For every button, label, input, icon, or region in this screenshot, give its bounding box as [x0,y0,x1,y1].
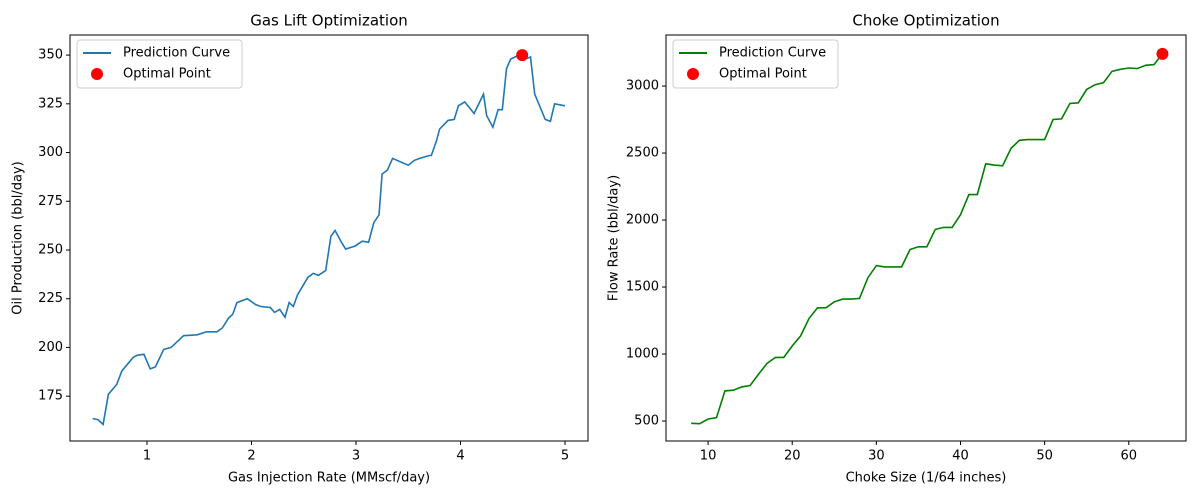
prediction-curve [691,53,1164,425]
x-tick-label: 4 [456,449,464,464]
legend-label: Prediction Curve [123,46,230,61]
legend-label: Optimal Point [123,67,211,82]
y-tick-label: 2000 [626,213,659,228]
x-axis-label: Choke Size (1/64 inches) [846,471,1007,486]
legend: Prediction Curve Optimal Point [76,39,243,89]
x-tick-label: 1 [143,449,151,464]
x-tick-label: 20 [784,449,801,464]
legend-swatch [687,68,699,80]
y-tick-label: 225 [38,291,63,306]
x-tick-label: 60 [1121,449,1138,464]
x-tick-label: 50 [1036,449,1053,464]
legend: Prediction Curve Optimal Point [672,39,839,89]
legend-label: Optimal Point [719,67,807,82]
plot-area [691,47,1169,425]
y-tick-label: 325 [38,96,63,111]
y-axis-label: Oil Production (bbl/day) [11,161,26,314]
optimal-point [516,49,529,62]
plot-area [92,49,566,426]
chart-title: Gas Lift Optimization [250,12,408,30]
legend-swatch [91,68,103,80]
prediction-curve [92,54,566,426]
x-tick-label: 3 [352,449,360,464]
y-tick-label: 500 [634,414,659,429]
y-tick-label: 2500 [626,146,659,161]
y-tick-label: 300 [38,145,63,160]
y-tick-label: 1500 [626,280,659,295]
y-tick-label: 200 [38,340,63,355]
x-tick-label: 40 [952,449,969,464]
y-tick-label: 1000 [626,347,659,362]
axes-frame [69,34,589,442]
legend-box [672,39,839,89]
axes-frame [665,34,1187,442]
optimal-point [1156,47,1169,60]
chart-title: Choke Optimization [852,12,999,30]
y-tick-label: 275 [38,194,63,209]
y-axis-label: Flow Rate (bbl/day) [607,175,622,301]
legend-label: Prediction Curve [719,46,826,61]
x-tick-label: 2 [247,449,255,464]
x-tick-label: 30 [868,449,885,464]
subplot: Choke Optimization Choke Size (1/64 inche… [607,12,1187,486]
legend-box [76,39,243,89]
x-axis-label: Gas Injection Rate (MMscf/day) [228,471,430,486]
x-tick-label: 10 [700,449,717,464]
subplot: Gas Lift Optimization Gas Injection Rate … [11,12,589,486]
x-tick-label: 5 [561,449,569,464]
y-tick-label: 3000 [626,79,659,94]
y-tick-label: 175 [38,389,63,404]
y-tick-label: 350 [38,48,63,63]
y-tick-label: 250 [38,242,63,257]
